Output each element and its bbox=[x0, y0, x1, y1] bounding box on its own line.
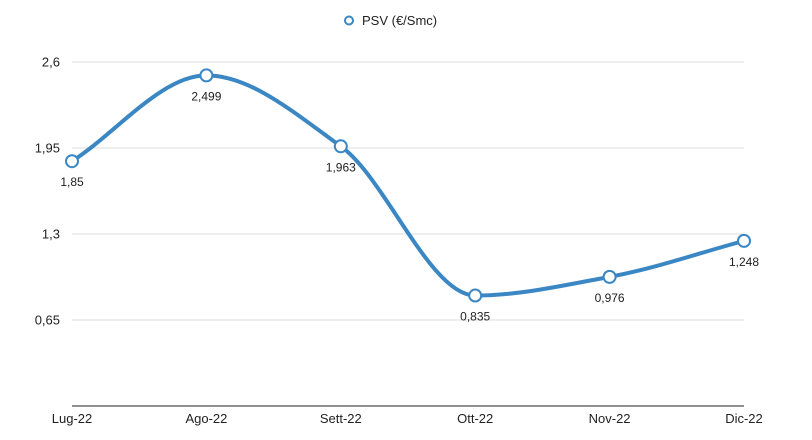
data-point bbox=[737, 233, 751, 248]
gridlines bbox=[72, 61, 744, 321]
data-label: 1,85 bbox=[60, 175, 84, 189]
legend-label: PSV (€/Smc) bbox=[362, 13, 437, 28]
x-axis-ticks: Lug-22 Ago-22 Sett-22 Ott-22 Nov-22 Dic-22 bbox=[52, 411, 763, 426]
x-tick-label: Ago-22 bbox=[185, 411, 227, 426]
data-point bbox=[468, 288, 483, 303]
x-tick-label: Sett-22 bbox=[320, 411, 362, 426]
data-point bbox=[199, 68, 214, 83]
data-label: 2,499 bbox=[191, 89, 221, 103]
x-tick-label: Lug-22 bbox=[52, 411, 92, 426]
y-tick-label: 0,65 bbox=[35, 313, 60, 328]
data-label-layer: 1,85 2,499 1,963 0,835 0,976 1,248 bbox=[60, 89, 759, 323]
data-label: 0,835 bbox=[460, 310, 490, 324]
data-point bbox=[602, 269, 617, 284]
x-tick-label: Ott-22 bbox=[457, 411, 493, 426]
data-label: 1,248 bbox=[729, 255, 759, 269]
legend-marker bbox=[344, 15, 354, 26]
series-layer bbox=[70, 73, 746, 298]
y-tick-label: 1,3 bbox=[42, 227, 60, 242]
data-label: 0,976 bbox=[595, 291, 625, 305]
series-line bbox=[70, 73, 746, 298]
marker-layer bbox=[65, 68, 751, 303]
y-axis-ticks: 0,65 1,3 1,95 2,6 bbox=[35, 55, 60, 328]
y-tick-label: 2,6 bbox=[42, 55, 60, 70]
data-point bbox=[65, 154, 79, 169]
legend: PSV (€/Smc) bbox=[344, 13, 437, 28]
x-tick-label: Nov-22 bbox=[589, 411, 631, 426]
data-label: 1,963 bbox=[326, 160, 356, 174]
data-point bbox=[333, 139, 348, 154]
x-tick-label: Dic-22 bbox=[725, 411, 763, 426]
y-tick-label: 1,95 bbox=[35, 141, 60, 156]
